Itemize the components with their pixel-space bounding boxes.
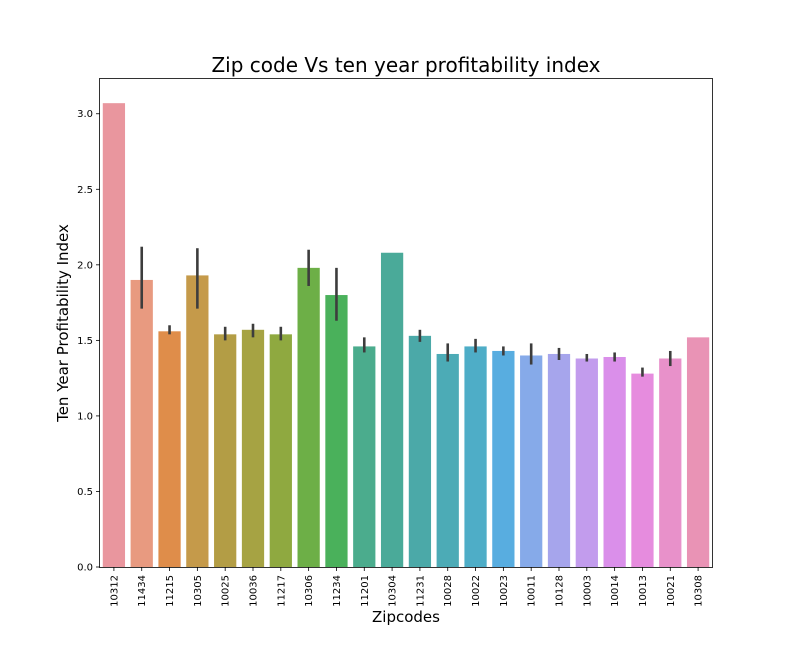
- y-axis: 0.0 0.5 1.0 1.5 2.0 2.5 3.0: [77, 109, 100, 574]
- bar-10003: [575, 358, 598, 567]
- y-tick-label: 2.0: [77, 260, 93, 271]
- bar-11201: [353, 346, 376, 567]
- x-tick-label: 10036: [249, 575, 260, 607]
- x-axis-label: Zipcodes: [372, 608, 440, 626]
- x-tick-label: 11231: [415, 575, 426, 607]
- x-tick-label: 11217: [276, 575, 287, 607]
- y-tick-label: 3.0: [77, 109, 93, 120]
- bar-10011: [520, 355, 543, 567]
- y-tick-label: 1.5: [77, 336, 93, 347]
- bar-10028: [436, 353, 459, 567]
- y-tick-label: 0.0: [77, 563, 93, 574]
- x-axis: 10312 11434 11215 10305 10025 10036 11217 10306…: [109, 567, 705, 607]
- bar-10312: [102, 103, 126, 568]
- bar-11434: [130, 279, 153, 567]
- y-axis-label: Ten Year Profitability Index: [54, 224, 72, 423]
- x-tick-label: 10028: [443, 575, 454, 607]
- x-tick-label: 10306: [304, 575, 315, 607]
- x-tick-label: 11201: [360, 575, 371, 607]
- error-bars-layer: [140, 246, 672, 377]
- x-tick-label: 10128: [555, 575, 566, 607]
- x-tick-label: 10304: [388, 575, 399, 607]
- bars-layer: [102, 103, 710, 568]
- bar-10036: [241, 329, 265, 567]
- x-tick-label: 11234: [332, 575, 343, 607]
- bar-10304: [380, 252, 404, 567]
- bar-10021: [659, 358, 682, 567]
- chart-title: Zip code Vs ten year profitability index: [211, 53, 600, 77]
- x-tick-label: 10003: [582, 575, 593, 607]
- x-tick-label: 10025: [221, 575, 232, 607]
- bar-10022: [464, 346, 487, 567]
- x-tick-label: 10308: [694, 575, 705, 607]
- x-tick-label: 11434: [137, 575, 148, 607]
- x-tick-label: 10014: [610, 575, 621, 607]
- bar-11215: [158, 331, 181, 567]
- bar-10023: [492, 350, 515, 567]
- bar-10013: [631, 373, 654, 567]
- bar-11231: [408, 335, 432, 567]
- y-tick-label: 1.0: [77, 411, 93, 422]
- bar-10306: [297, 267, 320, 567]
- x-tick-label: 11215: [165, 575, 176, 607]
- x-tick-label: 10013: [638, 575, 649, 607]
- bar-10308: [686, 337, 710, 567]
- x-tick-label: 10021: [666, 575, 677, 607]
- y-tick-label: 2.5: [77, 185, 93, 196]
- x-tick-label: 10011: [527, 575, 538, 607]
- bar-11234: [325, 295, 348, 567]
- bar-11217: [269, 334, 292, 567]
- x-tick-label: 10023: [499, 575, 510, 607]
- y-tick-label: 0.5: [77, 487, 93, 498]
- x-tick-label: 10022: [471, 575, 482, 607]
- bar-10014: [603, 356, 626, 567]
- bar-10305: [186, 275, 209, 567]
- x-tick-label: 10305: [193, 575, 204, 607]
- x-tick-label: 10312: [109, 575, 120, 607]
- bar-10128: [547, 353, 571, 567]
- bar-10025: [214, 334, 237, 567]
- plot-frame: [99, 78, 713, 568]
